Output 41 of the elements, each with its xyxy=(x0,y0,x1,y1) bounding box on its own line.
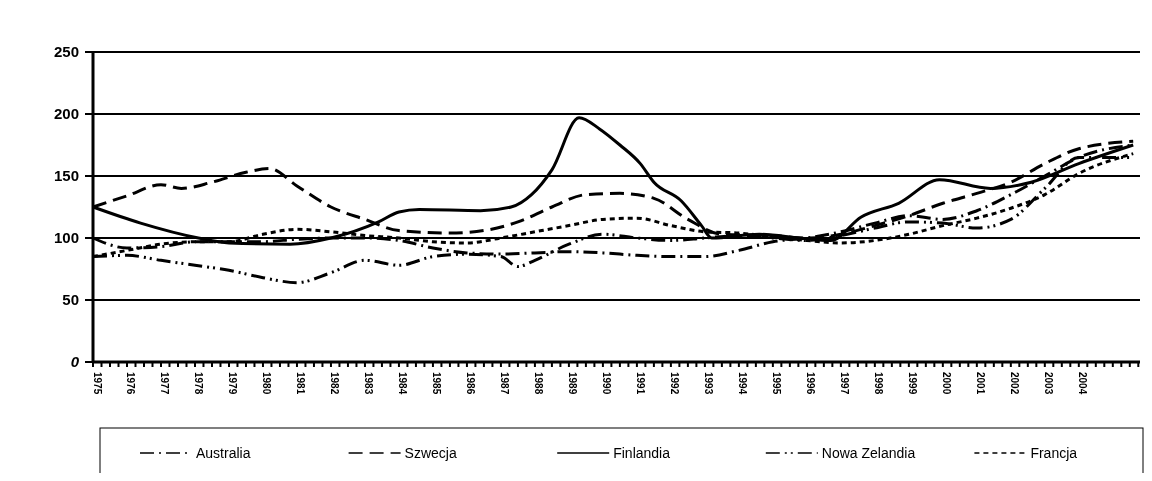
x-tick-label: 2001 xyxy=(975,372,987,395)
x-tick-label: 1995 xyxy=(771,372,783,395)
legend-label: Szwecja xyxy=(404,444,457,461)
x-tick-label: 1992 xyxy=(669,372,681,395)
x-tick-label: 1985 xyxy=(431,372,443,395)
x-tick-label: 1987 xyxy=(499,372,511,395)
y-tick-label: 200 xyxy=(53,105,79,123)
x-tick-label: 1989 xyxy=(567,372,579,395)
y-tick-label: 50 xyxy=(62,291,79,309)
x-tick-label: 1982 xyxy=(329,372,341,395)
x-tick-label: 1980 xyxy=(261,372,273,395)
x-tick-label: 1990 xyxy=(601,372,613,395)
legend-label: Francja xyxy=(1030,444,1078,461)
x-tick-label: 1986 xyxy=(465,372,477,395)
x-tick-label: 1983 xyxy=(363,372,375,395)
x-tick-label: 2004 xyxy=(1077,372,1089,395)
x-tick-label: 1998 xyxy=(873,372,885,395)
x-tick-label: 2000 xyxy=(941,372,953,395)
x-tick-label: 1984 xyxy=(397,372,409,395)
x-tick-label: 2002 xyxy=(1009,372,1021,395)
x-tick-label: 1997 xyxy=(839,372,851,395)
y-tick-label: 150 xyxy=(53,167,79,185)
x-tick-label: 2003 xyxy=(1043,372,1055,395)
x-tick-label: 1996 xyxy=(805,372,817,395)
x-tick-label: 1977 xyxy=(159,372,171,395)
y-tick-label: 250 xyxy=(53,43,79,61)
x-tick-label: 1981 xyxy=(295,372,307,395)
legend-label: Nowa Zelandia xyxy=(821,444,916,461)
x-tick-label: 1994 xyxy=(737,372,749,395)
x-tick-label: 1979 xyxy=(227,372,239,395)
x-tick-label: 1976 xyxy=(125,372,137,395)
x-tick-label: 1978 xyxy=(193,372,205,395)
x-tick-label: 1975 xyxy=(91,372,103,395)
x-tick-label: 1993 xyxy=(703,372,715,395)
legend-label: Finlandia xyxy=(613,444,671,461)
x-tick-label: 1999 xyxy=(907,372,919,395)
x-tick-label: 1991 xyxy=(635,372,647,395)
legend-label: Australia xyxy=(196,444,251,461)
x-tick-label: 1988 xyxy=(533,372,545,395)
y-tick-label: 100 xyxy=(53,229,79,247)
y-tick-label: 0 xyxy=(70,353,80,371)
